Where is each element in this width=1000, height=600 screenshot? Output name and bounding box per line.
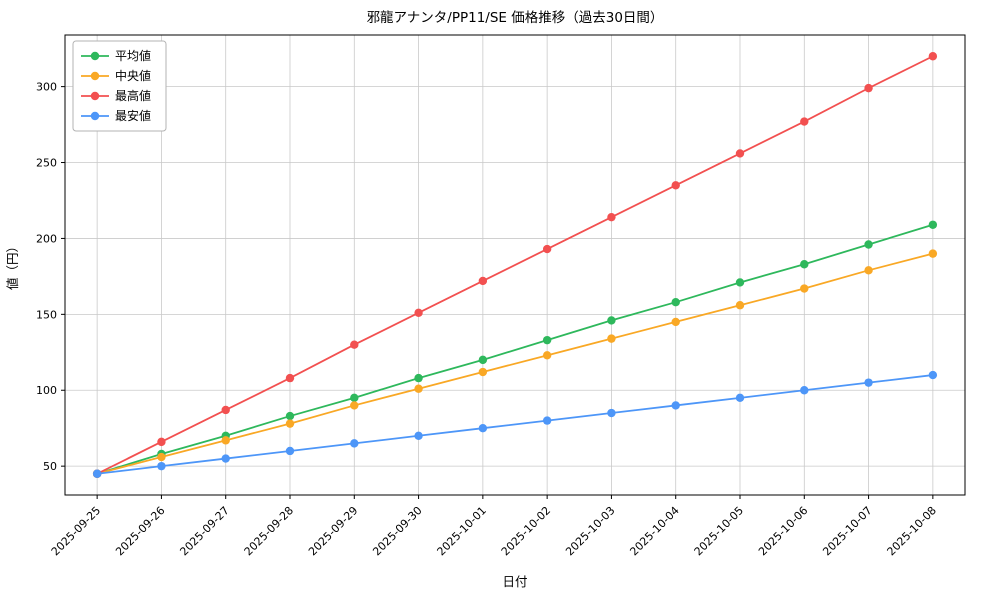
- data-point-marker: [157, 452, 166, 462]
- series-line: [96, 252, 934, 475]
- data-point-marker: [350, 393, 359, 403]
- data-point-marker: [542, 351, 552, 360]
- data-point-marker: [478, 276, 488, 286]
- data-point-marker: [735, 301, 745, 310]
- y-axis-label: 値（円）: [5, 240, 20, 290]
- x-tick-label: 2025-10-07: [820, 504, 874, 558]
- data-point-marker: [350, 401, 359, 410]
- series-line: [96, 223, 934, 475]
- data-point-marker: [350, 340, 359, 349]
- data-point-marker: [671, 181, 680, 190]
- x-tick-label: 2025-10-01: [435, 504, 489, 558]
- legend-label: 最高値: [115, 88, 151, 103]
- x-tick-label: 2025-09-27: [177, 504, 231, 558]
- data-point-marker: [607, 316, 616, 325]
- y-tick-label: 50: [43, 460, 57, 473]
- data-point-marker: [157, 437, 166, 447]
- data-point-marker: [607, 408, 616, 418]
- data-point-marker: [735, 278, 745, 287]
- x-tick-label: 2025-09-25: [49, 504, 103, 558]
- data-point-marker: [285, 419, 295, 428]
- x-tick-label: 2025-10-08: [885, 504, 939, 558]
- data-point-marker: [414, 308, 423, 318]
- x-tick-label: 2025-10-05: [692, 504, 746, 558]
- x-tick-label: 2025-10-06: [756, 504, 810, 558]
- data-point-marker: [864, 378, 873, 387]
- x-tick-label: 2025-10-03: [563, 504, 617, 558]
- legend-label: 最安値: [115, 108, 151, 123]
- legend-label: 平均値: [115, 48, 151, 63]
- data-point-marker: [478, 424, 488, 433]
- series-line: [96, 55, 934, 475]
- legend-marker: [90, 51, 100, 61]
- data-point-marker: [542, 416, 552, 425]
- data-point-marker: [864, 266, 873, 275]
- y-tick-label: 150: [36, 308, 57, 321]
- data-point-marker: [478, 355, 488, 365]
- data-point-marker: [928, 249, 938, 258]
- data-point-marker: [864, 240, 873, 249]
- data-point-marker: [285, 373, 295, 383]
- data-point-marker: [671, 317, 680, 327]
- legend-marker: [90, 111, 100, 121]
- data-point-marker: [671, 401, 680, 410]
- data-point-marker: [542, 335, 552, 345]
- data-point-marker: [864, 83, 873, 93]
- data-point-marker: [928, 220, 938, 229]
- plot-frame: [64, 34, 966, 496]
- data-point-marker: [542, 244, 552, 254]
- legend-marker: [90, 91, 100, 101]
- legend-box: [72, 40, 167, 132]
- legend-label: 中央値: [115, 68, 151, 83]
- x-tick-label: 2025-09-30: [370, 504, 424, 558]
- x-axis-label: 日付: [502, 574, 527, 589]
- data-point-marker: [928, 52, 938, 61]
- y-tick-label: 250: [36, 157, 57, 170]
- data-point-marker: [285, 446, 295, 456]
- data-point-marker: [735, 393, 745, 403]
- data-point-marker: [157, 461, 166, 471]
- y-tick-label: 200: [36, 232, 57, 245]
- data-point-marker: [221, 454, 230, 463]
- data-point-marker: [92, 469, 102, 478]
- chart-title: 邪龍アナンタ/PP11/SE 価格推移（過去30日間）: [367, 9, 664, 26]
- data-point-marker: [928, 370, 938, 380]
- data-point-marker: [735, 149, 745, 158]
- data-point-marker: [800, 386, 809, 395]
- y-tick-label: 100: [36, 384, 57, 397]
- data-point-marker: [607, 334, 616, 343]
- data-point-marker: [414, 384, 423, 393]
- data-point-marker: [478, 367, 488, 377]
- data-point-marker: [671, 297, 680, 307]
- data-point-marker: [285, 411, 295, 421]
- legend-marker: [90, 71, 100, 81]
- data-point-marker: [607, 212, 616, 222]
- x-tick-label: 2025-09-28: [242, 504, 296, 558]
- x-tick-label: 2025-09-29: [306, 504, 360, 558]
- data-point-marker: [414, 431, 423, 440]
- data-point-marker: [800, 284, 809, 293]
- x-tick-label: 2025-09-26: [113, 504, 167, 558]
- data-point-marker: [414, 373, 423, 383]
- data-point-marker: [221, 436, 230, 445]
- data-point-marker: [221, 405, 230, 415]
- series-line: [97, 374, 933, 475]
- x-tick-label: 2025-10-04: [627, 504, 681, 558]
- data-point-marker: [800, 260, 809, 269]
- y-tick-label: 300: [36, 81, 57, 94]
- data-point-marker: [350, 439, 359, 448]
- data-point-marker: [800, 117, 809, 126]
- x-tick-label: 2025-10-02: [499, 504, 553, 558]
